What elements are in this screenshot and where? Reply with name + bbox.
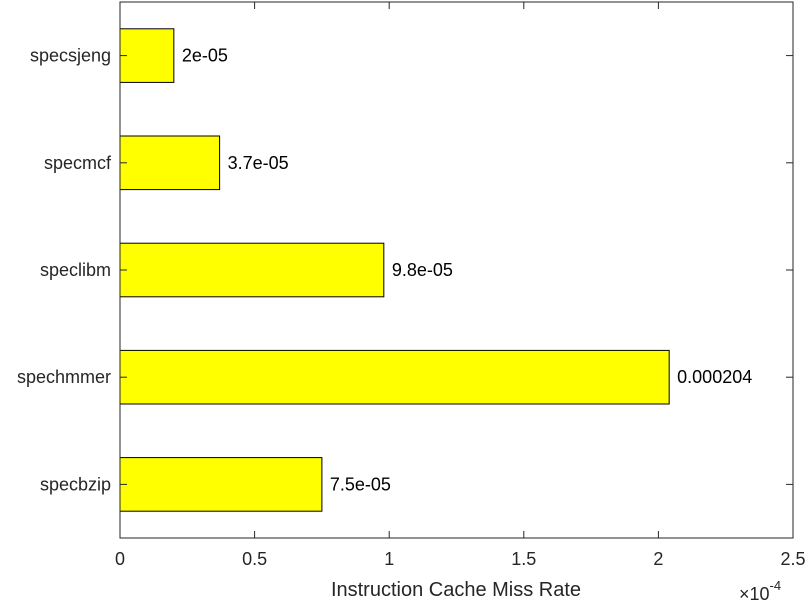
y-tick-label-speclibm: speclibm xyxy=(40,260,111,280)
data-label-spechmmer: 0.000204 xyxy=(677,367,752,387)
bar-specbzip xyxy=(119,457,323,512)
x-tick-label-3: 1.5 xyxy=(511,549,536,569)
bar-specmcf xyxy=(119,135,221,191)
data-labels: 7.5e-05 0.000204 9.8e-05 3.7e-05 2e-05 xyxy=(182,46,752,495)
x-exponent-power: -4 xyxy=(770,578,782,593)
y-tick-labels: specbzip spechmmer speclibm specmcf specsjen… xyxy=(17,46,112,495)
x-tick-label-0: 0 xyxy=(115,549,125,569)
data-label-specbzip: 7.5e-05 xyxy=(330,474,391,494)
y-tick-label-spechmmer: spechmmer xyxy=(17,367,111,387)
x-tick-label-5: 2.5 xyxy=(780,549,805,569)
x-tick-label-4: 2 xyxy=(653,549,663,569)
y-tick-label-specsjeng: specsjeng xyxy=(30,46,111,66)
bar-speclibm xyxy=(119,242,385,298)
x-tick-label-2: 1 xyxy=(384,549,394,569)
bar-specsjeng xyxy=(119,28,175,83)
x-tick-labels: 0 0.5 1 1.5 2 2.5 xyxy=(115,549,806,569)
data-label-specsjeng: 2e-05 xyxy=(182,46,228,66)
x-tick-label-1: 0.5 xyxy=(242,549,267,569)
x-axis-exponent: ×10-4 xyxy=(739,578,781,603)
x-axis-label: Instruction Cache Miss Rate xyxy=(331,579,581,601)
y-tick-label-specmcf: specmcf xyxy=(44,153,112,173)
y-tick-label-specbzip: specbzip xyxy=(40,474,111,494)
data-label-specmcf: 3.7e-05 xyxy=(228,153,289,173)
plot-frame xyxy=(119,1,794,539)
data-label-speclibm: 9.8e-05 xyxy=(392,260,453,280)
x-exponent-base: ×10 xyxy=(739,584,770,603)
bars xyxy=(119,28,670,512)
bar-spechmmer xyxy=(119,349,670,405)
